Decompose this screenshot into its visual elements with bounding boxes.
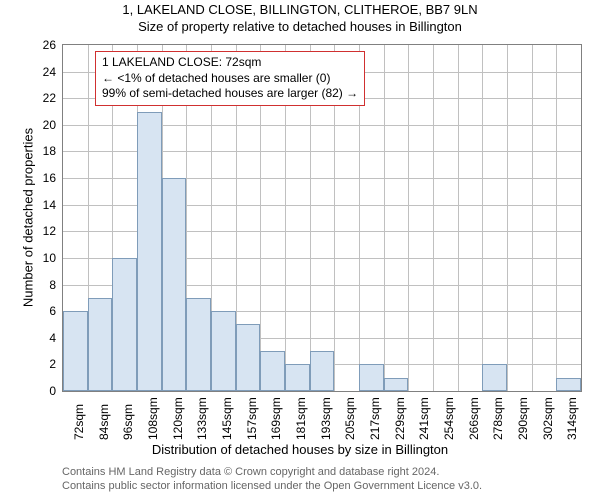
- x-tick-label: 193sqm: [319, 397, 333, 440]
- histogram-bar: [211, 311, 236, 391]
- histogram-bar: [260, 351, 285, 391]
- y-tick-label: 12: [26, 224, 56, 238]
- annotation-line: ← <1% of detached houses are smaller (0): [102, 71, 358, 87]
- y-tick-label: 2: [26, 357, 56, 371]
- x-tick-label: 120sqm: [171, 397, 185, 440]
- y-tick-label: 10: [26, 251, 56, 265]
- chart-title-sub: Size of property relative to detached ho…: [0, 19, 600, 34]
- y-tick-label: 20: [26, 118, 56, 132]
- y-tick-label: 22: [26, 91, 56, 105]
- x-tick-label: 72sqm: [72, 404, 86, 440]
- x-tick-label: 169sqm: [269, 397, 283, 440]
- title-block: 1, LAKELAND CLOSE, BILLINGTON, CLITHEROE…: [0, 0, 600, 34]
- gridline-v: [556, 45, 557, 391]
- histogram-bar: [384, 378, 409, 391]
- histogram-bar: [310, 351, 335, 391]
- histogram-bar: [63, 311, 88, 391]
- x-tick-label: 254sqm: [442, 397, 456, 440]
- y-tick-label: 8: [26, 278, 56, 292]
- y-tick-label: 18: [26, 144, 56, 158]
- chart-title-main: 1, LAKELAND CLOSE, BILLINGTON, CLITHEROE…: [0, 2, 600, 17]
- histogram-bar: [137, 112, 162, 391]
- x-tick-label: 205sqm: [343, 397, 357, 440]
- y-tick-label: 4: [26, 331, 56, 345]
- histogram-bar: [112, 258, 137, 391]
- histogram-bar: [285, 364, 310, 391]
- gridline-v: [408, 45, 409, 391]
- x-tick-label: 290sqm: [516, 397, 530, 440]
- x-tick-label: 302sqm: [541, 397, 555, 440]
- y-tick-label: 24: [26, 65, 56, 79]
- gridline-v: [458, 45, 459, 391]
- x-tick-label: 314sqm: [565, 397, 579, 440]
- footer-line-2: Contains public sector information licen…: [62, 480, 482, 494]
- gridline-v: [507, 45, 508, 391]
- histogram-bar: [236, 324, 261, 391]
- y-tick-label: 6: [26, 304, 56, 318]
- y-tick-label: 16: [26, 171, 56, 185]
- histogram-bar: [88, 298, 113, 391]
- gridline-v: [433, 45, 434, 391]
- x-tick-label: 266sqm: [467, 397, 481, 440]
- plot-area: 1 LAKELAND CLOSE: 72sqm← <1% of detached…: [62, 44, 582, 392]
- x-tick-label: 133sqm: [195, 397, 209, 440]
- histogram-bar: [556, 378, 581, 391]
- y-tick-label: 14: [26, 198, 56, 212]
- chart-container: 1, LAKELAND CLOSE, BILLINGTON, CLITHEROE…: [0, 0, 600, 500]
- footer-attribution: Contains HM Land Registry data © Crown c…: [62, 466, 482, 494]
- y-tick-label: 0: [26, 384, 56, 398]
- x-tick-label: 278sqm: [491, 397, 505, 440]
- x-tick-label: 217sqm: [368, 397, 382, 440]
- annotation-line: 99% of semi-detached houses are larger (…: [102, 86, 358, 102]
- annotation-line: 1 LAKELAND CLOSE: 72sqm: [102, 55, 358, 71]
- x-tick-label: 145sqm: [220, 397, 234, 440]
- footer-line-1: Contains HM Land Registry data © Crown c…: [62, 466, 482, 480]
- y-tick-label: 26: [26, 38, 56, 52]
- annotation-box: 1 LAKELAND CLOSE: 72sqm← <1% of detached…: [95, 51, 365, 106]
- x-tick-label: 181sqm: [294, 397, 308, 440]
- gridline-v: [384, 45, 385, 391]
- x-tick-label: 108sqm: [146, 397, 160, 440]
- histogram-bar: [359, 364, 384, 391]
- gridline-v: [482, 45, 483, 391]
- x-tick-label: 241sqm: [417, 397, 431, 440]
- x-tick-label: 84sqm: [97, 404, 111, 440]
- histogram-bar: [186, 298, 211, 391]
- x-tick-label: 157sqm: [245, 397, 259, 440]
- histogram-bar: [162, 178, 187, 391]
- x-axis-title: Distribution of detached houses by size …: [0, 442, 600, 457]
- gridline-v: [532, 45, 533, 391]
- x-tick-label: 96sqm: [121, 404, 135, 440]
- x-tick-label: 229sqm: [393, 397, 407, 440]
- histogram-bar: [482, 364, 507, 391]
